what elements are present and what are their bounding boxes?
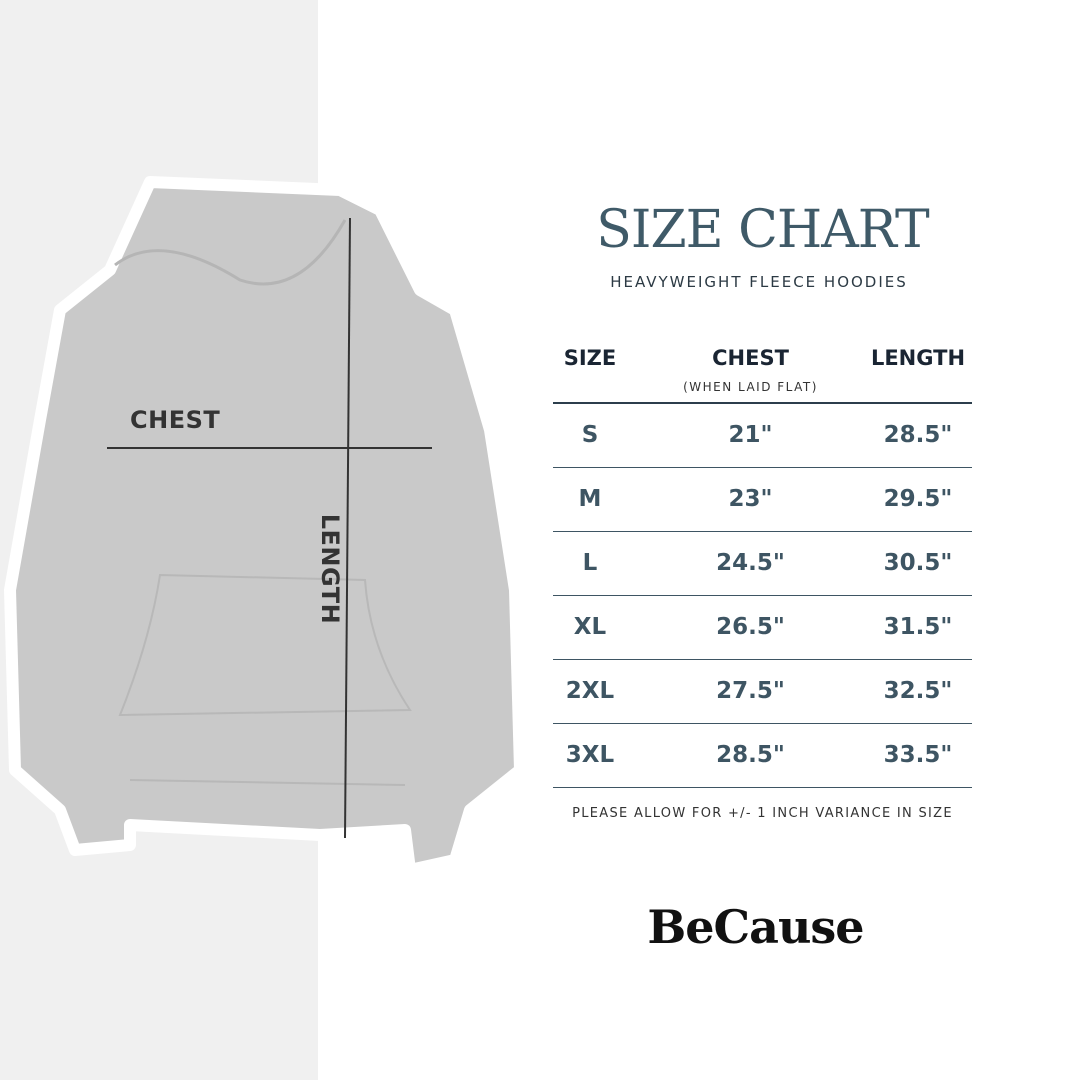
page-title: SIZE CHART — [596, 200, 929, 260]
length-cell: 33.5" — [883, 742, 953, 768]
size-cell: S — [581, 422, 599, 448]
subtitle: HEAVYWEIGHT FLEECE HOODIES — [610, 273, 908, 291]
size-cell: XL — [573, 614, 607, 640]
chest-cell: 21" — [728, 422, 773, 448]
size-cell: 2XL — [565, 678, 615, 704]
header-length: LENGTH — [870, 346, 966, 370]
table-row: 3XL 28.5" 33.5" — [553, 724, 972, 788]
length-cell: 32.5" — [883, 678, 953, 704]
size-table: SIZE CHEST LENGTH (WHEN LAID FLAT) S 21" 2… — [553, 340, 972, 788]
chest-cell: 28.5" — [716, 742, 785, 768]
brand-logo: BeCause — [647, 900, 864, 954]
length-label: LENGTH — [316, 513, 344, 625]
length-cell: 29.5" — [883, 486, 953, 512]
length-cell: 30.5" — [883, 550, 953, 576]
chest-cell: 27.5" — [716, 678, 785, 704]
size-cell: 3XL — [565, 742, 615, 768]
chest-label: CHEST — [130, 406, 221, 434]
chest-note: (WHEN LAID FLAT) — [683, 380, 818, 394]
size-cell: L — [582, 550, 598, 576]
table-row: L 24.5" 30.5" — [553, 532, 972, 596]
hoodie-image — [4, 176, 526, 876]
length-cell: 31.5" — [883, 614, 953, 640]
chest-cell: 23" — [728, 486, 773, 512]
table-row: XL 26.5" 31.5" — [553, 596, 972, 660]
length-cell: 28.5" — [883, 422, 953, 448]
chest-cell: 26.5" — [716, 614, 785, 640]
size-cell: M — [578, 486, 602, 512]
header-size: SIZE — [563, 346, 617, 370]
table-row: M 23" 29.5" — [553, 468, 972, 532]
chest-cell: 24.5" — [716, 550, 785, 576]
table-header: SIZE CHEST LENGTH (WHEN LAID FLAT) — [553, 340, 972, 404]
variance-note: PLEASE ALLOW FOR +/- 1 INCH VARIANCE IN … — [572, 806, 953, 821]
table-row: S 21" 28.5" — [553, 404, 972, 468]
header-chest: CHEST — [712, 346, 789, 370]
table-row: 2XL 27.5" 32.5" — [553, 660, 972, 724]
